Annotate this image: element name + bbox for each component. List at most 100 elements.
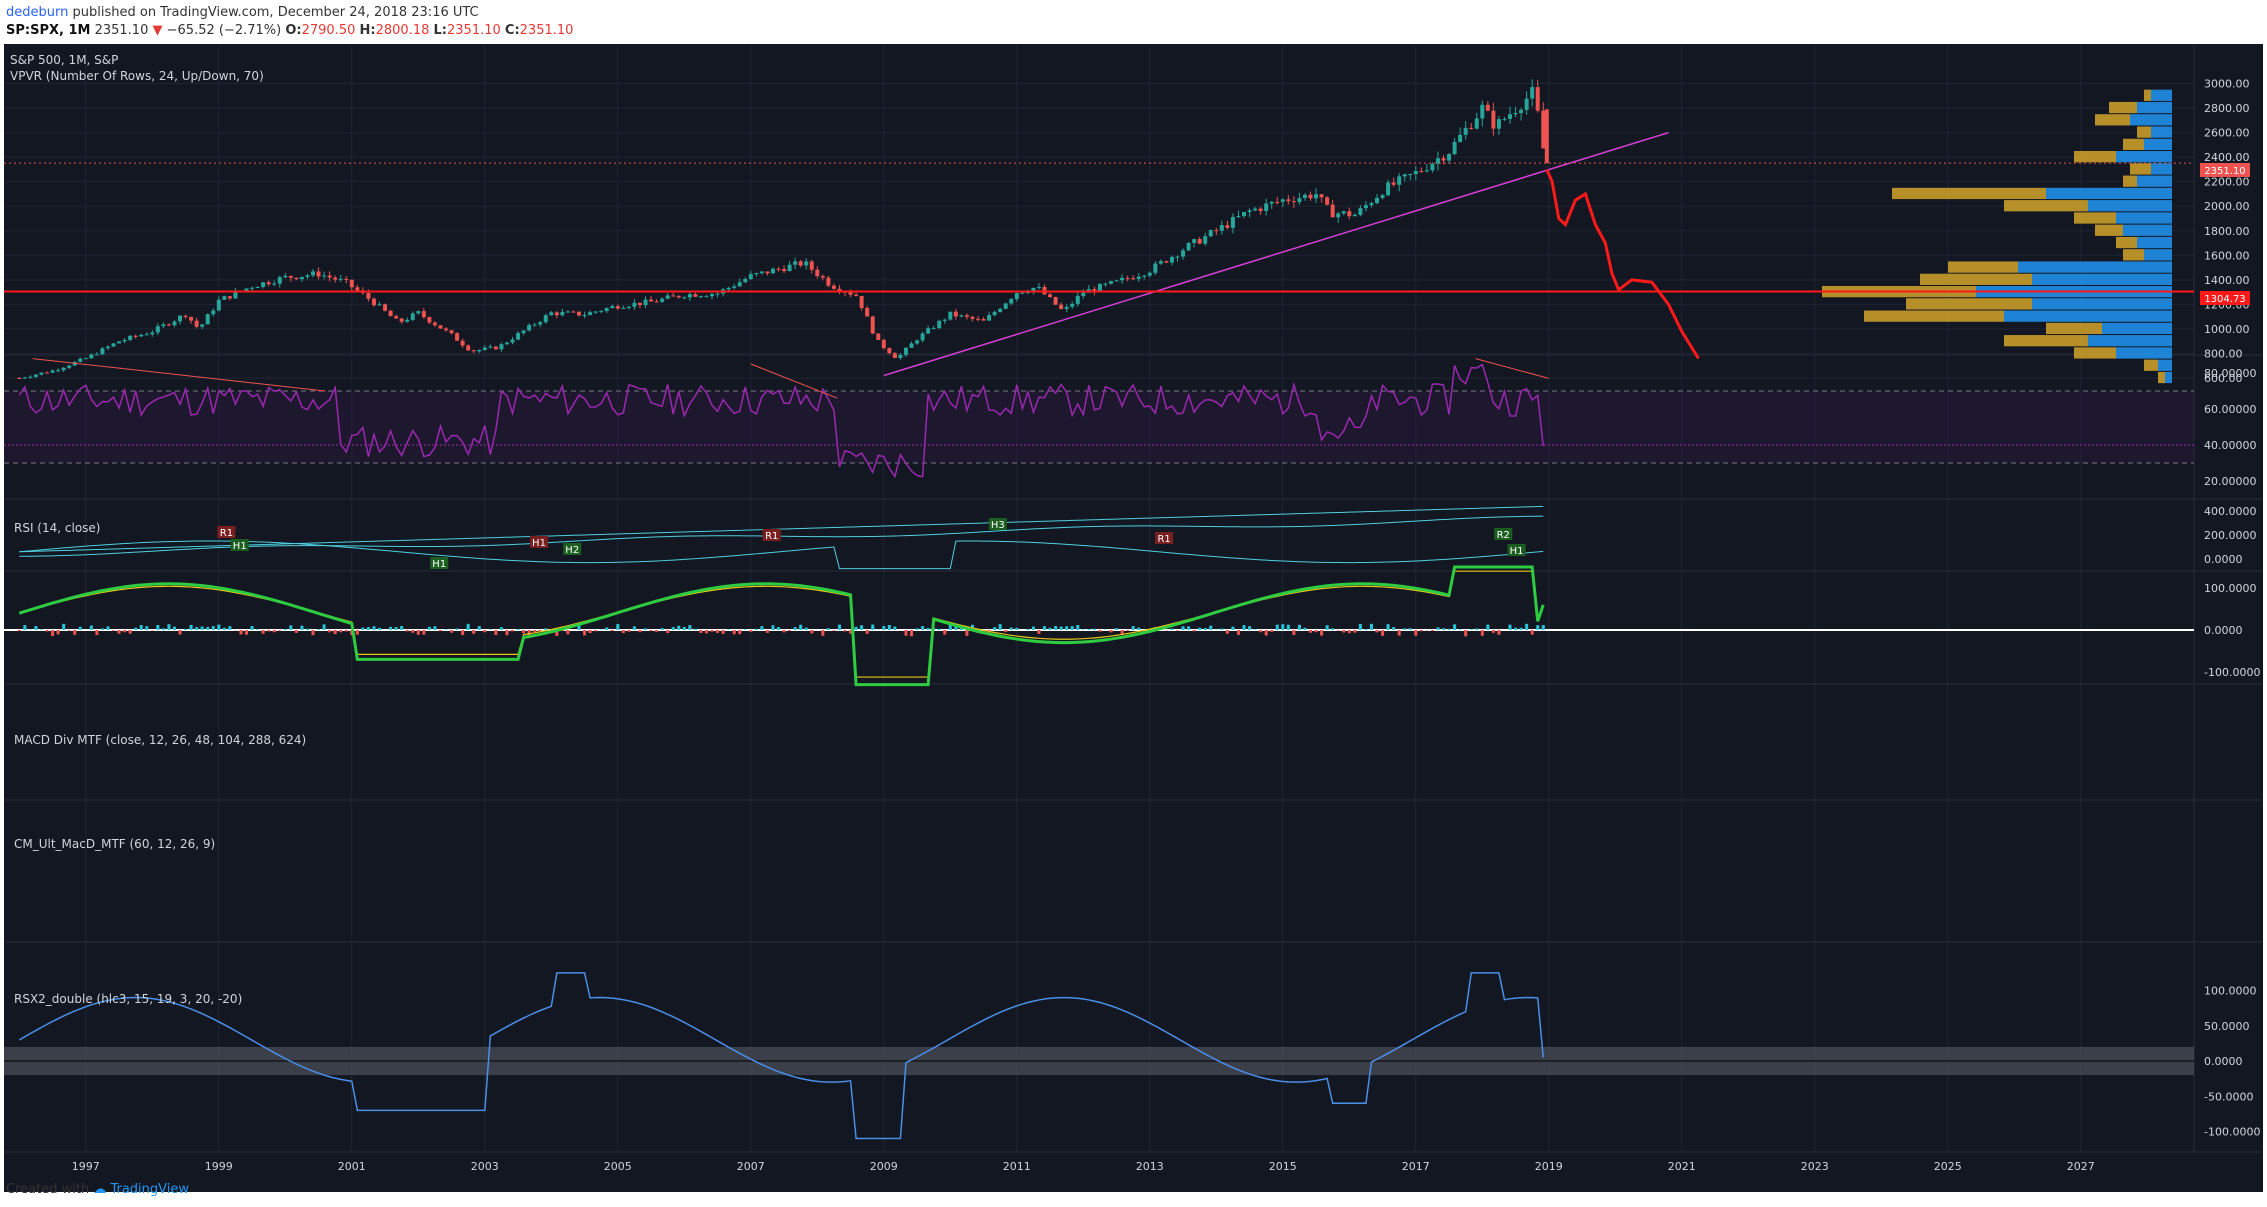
cm-histogram-bar <box>577 625 581 630</box>
cm-histogram-bar <box>300 625 304 630</box>
candle-body <box>1330 204 1335 218</box>
cm-histogram-bar <box>716 630 720 633</box>
cm-histogram-bar <box>378 627 382 630</box>
cm-histogram-bar <box>1065 626 1069 630</box>
vpvr-down-bar <box>2004 335 2088 347</box>
candle-body <box>1491 110 1496 129</box>
rsi-line <box>18 363 1545 479</box>
price-tick: 2800.00 <box>2204 102 2250 115</box>
x-axis-label: 2007 <box>737 1160 765 1173</box>
cm-histogram-bar <box>311 630 315 636</box>
candle-body <box>455 333 460 341</box>
cm-histogram-bar <box>56 630 60 635</box>
cm-histogram-bar <box>433 626 437 630</box>
cm-histogram-bar <box>333 630 337 635</box>
candle-body <box>100 348 105 355</box>
candle-body <box>499 344 504 350</box>
rsx-tick: 50.0000 <box>2204 1020 2250 1033</box>
macd-marker: H3 <box>991 520 1005 531</box>
cm-histogram-bar <box>893 626 897 630</box>
close-label: C: <box>504 23 520 38</box>
time-scale[interactable]: 1997 1999 2001 2003 2005 2007 2009 2011 2013 2015… <box>72 1160 2095 1173</box>
macd-line-fast <box>19 540 1544 570</box>
cm-histogram-bar <box>1109 630 1113 633</box>
vpvr-down-bar <box>2144 359 2158 371</box>
vpvr-down-bar <box>2116 236 2137 249</box>
cm-histogram-bar <box>993 627 997 630</box>
candle-body <box>45 372 50 374</box>
candle-body <box>1109 281 1114 284</box>
candle-body <box>211 310 216 315</box>
cm-histogram-bar <box>666 630 670 634</box>
candle-body <box>1419 171 1424 173</box>
cm-histogram-bar <box>1192 630 1196 632</box>
magenta-trendline[interactable] <box>883 131 1669 377</box>
cm-histogram-bar <box>644 628 648 630</box>
candle-body <box>1358 208 1363 215</box>
candle-body <box>1064 306 1069 309</box>
cm-histogram-bar <box>516 628 520 630</box>
cm-histogram-bar <box>1270 630 1274 632</box>
cm-histogram-bar <box>1098 630 1102 632</box>
vpvr-down-bar <box>2074 151 2116 163</box>
candle-body <box>1369 203 1374 206</box>
candle-body <box>205 314 210 325</box>
vpvr-down-bar <box>2109 101 2137 114</box>
cm-histogram-bar <box>427 626 431 630</box>
candle-body <box>621 307 626 309</box>
macd-marker: H1 <box>432 559 446 570</box>
vpvr-up-bar <box>2123 224 2172 236</box>
cm-histogram-bar <box>289 625 293 630</box>
vpvr-up-bar <box>2088 200 2172 212</box>
candle-body <box>1496 119 1501 129</box>
cm-histogram-bar <box>161 628 165 630</box>
cm-histogram-bar <box>1059 626 1063 630</box>
candle-body <box>887 348 892 354</box>
cm-histogram-bar <box>1386 624 1390 630</box>
candle-body <box>976 318 981 320</box>
candle-body <box>1435 158 1440 164</box>
rsi-tick: 80.00000 <box>2204 367 2257 380</box>
price-scale[interactable]: 3000.00 2800.00 2600.00 2400.00 2200.00 2000.… <box>2204 78 2260 1139</box>
candle-body <box>432 322 437 326</box>
tradingview-brand[interactable]: TradingView <box>110 1182 189 1197</box>
candle-body <box>172 321 177 326</box>
cm-histogram-bar <box>1486 624 1490 630</box>
down-arrow-icon: ▼ <box>152 23 163 38</box>
x-axis-label: 2005 <box>604 1160 632 1173</box>
cm-histogram-bar <box>1242 625 1246 630</box>
cm-histogram-bar <box>245 630 249 635</box>
vpvr-up-bar <box>2158 359 2172 371</box>
chart-canvas[interactable]: S&P 500, 1M, S&P VPVR (Number Of Rows, 2… <box>4 44 2263 1192</box>
cm-histogram-bar <box>1491 630 1495 633</box>
cm-histogram-bar <box>322 624 326 630</box>
candle-body <box>1469 127 1474 129</box>
vpvr-down-bar <box>2074 212 2116 224</box>
cm-histogram-bar <box>1325 625 1329 630</box>
last-price: 2351.10 <box>94 23 149 38</box>
author-link[interactable]: dedeburn <box>6 5 69 20</box>
cm-histogram-bar <box>1475 628 1479 630</box>
candle-body <box>1352 214 1357 217</box>
cm-histogram-bar <box>732 630 736 635</box>
cm-histogram-bar <box>910 630 914 637</box>
candle-body <box>1286 199 1291 202</box>
cm-histogram-bar <box>1120 630 1124 636</box>
cm-histogram-bar <box>1353 630 1357 633</box>
candle-body <box>1219 225 1224 231</box>
cm-histogram-bar <box>871 624 875 630</box>
candle-body <box>28 376 33 378</box>
cm-histogram-bar <box>172 626 176 630</box>
x-axis-label: 2009 <box>870 1160 898 1173</box>
cm-histogram-bar <box>882 626 886 630</box>
red-projection-path[interactable] <box>1545 168 1700 360</box>
candle-body <box>554 312 559 316</box>
cm-histogram-bar <box>472 630 476 634</box>
macd-line-slow <box>19 505 1544 553</box>
cm-histogram-bar <box>1286 624 1290 630</box>
candle-body <box>903 347 908 355</box>
candle-body <box>698 296 703 298</box>
cm-histogram-bar <box>1187 626 1191 630</box>
candle-body <box>521 330 526 334</box>
symbol-label[interactable]: SP:SPX, 1M <box>6 23 91 38</box>
